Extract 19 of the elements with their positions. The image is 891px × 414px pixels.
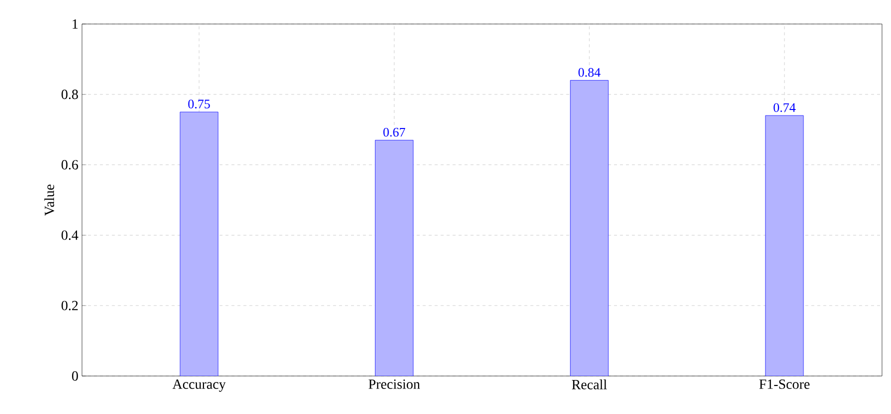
y-tick-label: 0.6: [62, 160, 78, 170]
x-tick-label: F1-Score: [759, 380, 810, 389]
y-tick-label: 1: [72, 19, 78, 29]
data-label: 0.74: [774, 103, 796, 112]
y-tick-label: 0.2: [62, 300, 78, 310]
bar: [180, 112, 218, 376]
data-label: 0.84: [578, 68, 600, 77]
x-tick-label: Recall: [572, 380, 607, 390]
bar: [375, 140, 414, 376]
y-tick-label: 0: [72, 371, 78, 381]
data-label: 0.67: [383, 128, 406, 137]
data-label: 0.75: [188, 100, 210, 108]
y-axis-title: Value: [44, 184, 54, 216]
y-tick-label: 0.4: [62, 230, 78, 240]
x-tick-label: Precision: [368, 380, 420, 389]
bar: [765, 115, 804, 376]
bar: [570, 80, 609, 376]
x-tick-label: Accuracy: [172, 380, 226, 392]
y-tick-label: 0.8: [62, 90, 78, 100]
